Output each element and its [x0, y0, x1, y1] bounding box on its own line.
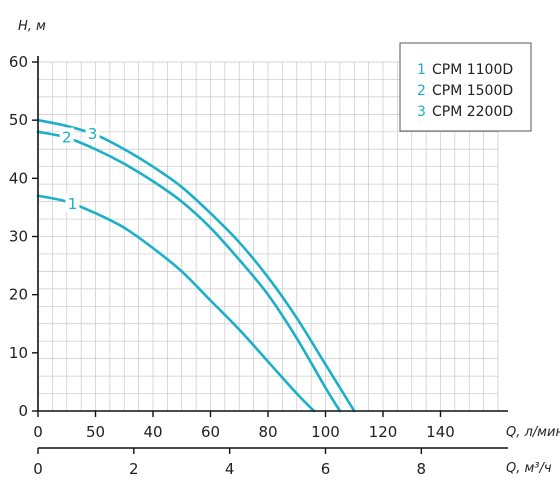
curve-label-bg [59, 127, 74, 146]
curve-label-bg [65, 193, 80, 212]
x2-tick-label: 8 [417, 460, 427, 478]
y-tick-label: 30 [9, 228, 28, 246]
legend-entry: CPM 1100D [432, 62, 513, 78]
x2-tick-labels: 0 2 4 6 8 [33, 448, 426, 478]
x-tick-labels: 0 50 40 60 80 100 120 140 [33, 411, 455, 441]
axes [37, 56, 508, 449]
y-tick-label: 60 [9, 53, 28, 71]
grid [37, 61, 499, 412]
x-tick-label: 120 [369, 423, 398, 441]
legend-entry: CPM 1500D [432, 83, 513, 99]
x2-tick-label: 4 [225, 460, 235, 478]
legend-box [399, 42, 532, 132]
x-tick-label: 50 [86, 423, 105, 441]
x-tick-label: 140 [426, 423, 455, 441]
legend-number: 3 [417, 104, 426, 120]
y-tick-label: 0 [18, 402, 28, 420]
x2-axis-title: Q, м³/ч [506, 461, 552, 476]
legend-number: 2 [417, 83, 426, 99]
y-tick-labels: 0 10 20 30 40 50 60 [9, 53, 38, 420]
curve-label-2: 2 [62, 129, 72, 147]
legend: 1 CPM 1100D 2 CPM 1500D 3 CPM 2200D [399, 42, 532, 132]
curve-labels: 1 2 3 [59, 123, 100, 213]
legend-number: 1 [417, 62, 426, 78]
x-axis-title: Q, л/мин [506, 425, 560, 440]
x2-tick-label: 2 [129, 460, 139, 478]
series-line-2 [36, 130, 342, 413]
x-tick-label: 0 [33, 423, 43, 441]
x-tick-label: 60 [201, 423, 220, 441]
series-line-1 [36, 194, 316, 413]
y-tick-label: 50 [9, 111, 28, 129]
curve-label-1: 1 [68, 195, 78, 213]
y-tick-label: 40 [9, 169, 28, 187]
legend-entry: CPM 2200D [432, 104, 513, 120]
y-axis-title: H, м [18, 19, 46, 34]
curve-label-bg [85, 123, 100, 142]
x-tick-label: 100 [311, 423, 340, 441]
y-tick-label: 20 [9, 286, 28, 304]
x-tick-label: 80 [258, 423, 277, 441]
x-tick-label: 40 [143, 423, 162, 441]
y-tick-label: 10 [9, 344, 28, 362]
x2-tick-label: 6 [321, 460, 331, 478]
x2-tick-label: 0 [33, 460, 43, 478]
curve-label-3: 3 [88, 125, 98, 143]
